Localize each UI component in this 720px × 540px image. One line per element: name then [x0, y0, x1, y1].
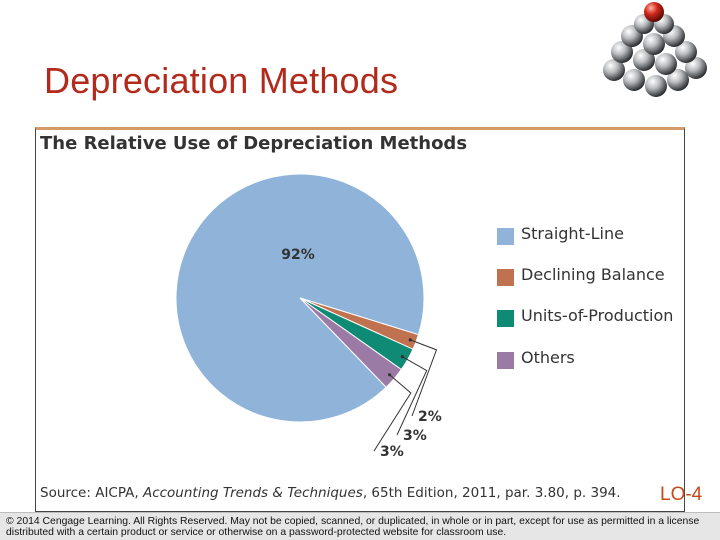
- source-prefix: Source: AICPA,: [40, 485, 143, 501]
- leader-line: [396, 356, 428, 436]
- source-suffix: , 65th Edition, 2011, par. 3.80, p. 394.: [362, 485, 621, 501]
- chart-title: The Relative Use of Depreciation Methods: [40, 133, 468, 154]
- leader-arrow: [387, 373, 392, 377]
- legend-label: Declining Balance: [521, 265, 665, 284]
- leader-line: [410, 339, 438, 417]
- pie-label-straight-line: 92%: [281, 247, 315, 263]
- legend-swatch: [497, 310, 514, 327]
- slide-title: Depreciation Methods: [44, 60, 399, 101]
- source-publication: Accounting Trends & Techniques: [142, 485, 363, 501]
- learning-objective-badge: LO-4: [660, 484, 703, 505]
- sphere-pyramid-icon: [603, 2, 707, 97]
- pie-label-declining-balance: 2%: [418, 409, 442, 425]
- copyright-footer: © 2014 Cengage Learning. All Rights Rese…: [0, 512, 720, 540]
- legend-label: Others: [521, 348, 575, 367]
- legend-swatch: [497, 352, 514, 369]
- legend-label: Straight-Line: [521, 224, 624, 243]
- legend-swatch: [497, 269, 514, 286]
- leader-arrow: [408, 338, 412, 342]
- leader-arrow: [400, 355, 404, 359]
- legend-swatch: [497, 228, 514, 245]
- pie-label-others: 3%: [380, 444, 404, 460]
- pie-label-units-of-production: 3%: [403, 428, 427, 444]
- leader-line: [373, 374, 412, 452]
- chart-source: Source: AICPA, Accounting Trends & Techn…: [40, 485, 621, 501]
- legend-label: Units-of-Production: [521, 306, 674, 325]
